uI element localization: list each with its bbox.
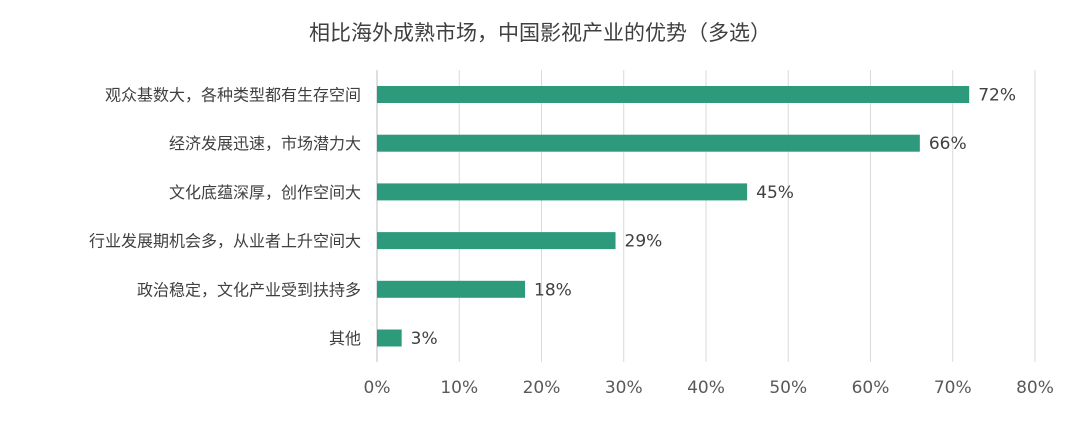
x-tick-label: 70%	[934, 378, 972, 398]
data-labels: 72% 66% 45% 29% 18% 3%	[411, 86, 1016, 350]
category-label: 文化底蕴深厚，创作空间大	[169, 183, 361, 202]
data-label: 3%	[411, 329, 438, 349]
bar	[377, 280, 526, 298]
bar	[377, 232, 616, 250]
bar	[377, 134, 920, 152]
category-label: 经济发展迅速，市场潜力大	[169, 134, 361, 153]
category-labels: 观众基数大，各种类型都有生存空间经济发展迅速，市场潜力大文化底蕴深厚，创作空间大…	[89, 86, 361, 349]
x-tick-label: 30%	[605, 378, 643, 398]
data-label: 18%	[534, 280, 572, 300]
category-label: 行业发展期机会多，从业者上升空间大	[89, 232, 361, 251]
x-tick-label: 20%	[523, 378, 561, 398]
data-label: 66%	[929, 134, 967, 154]
x-tick-label: 10%	[440, 378, 478, 398]
gridlines	[376, 70, 1036, 362]
x-tick-label: 40%	[687, 378, 725, 398]
x-tick-label: 60%	[852, 378, 890, 398]
bars	[377, 86, 970, 347]
data-label: 72%	[978, 86, 1016, 106]
x-axis-tick-labels: 0% 10% 20% 30% 40% 50% 60% 70% 80%	[364, 378, 1054, 398]
bar	[377, 86, 970, 103]
category-label: 政治稳定，文化产业受到扶持多	[137, 280, 361, 299]
x-tick-label: 50%	[769, 378, 807, 398]
x-tick-label: 80%	[1016, 378, 1054, 398]
bar	[377, 329, 402, 347]
data-label: 45%	[756, 183, 794, 203]
chart-title: 相比海外成熟市场，中国影视产业的优势（多选）	[309, 21, 771, 45]
x-tick-label: 0%	[364, 378, 391, 398]
category-label: 其他	[329, 329, 361, 348]
bar	[377, 183, 748, 201]
category-label: 观众基数大，各种类型都有生存空间	[105, 86, 361, 105]
data-label: 29%	[625, 232, 663, 252]
